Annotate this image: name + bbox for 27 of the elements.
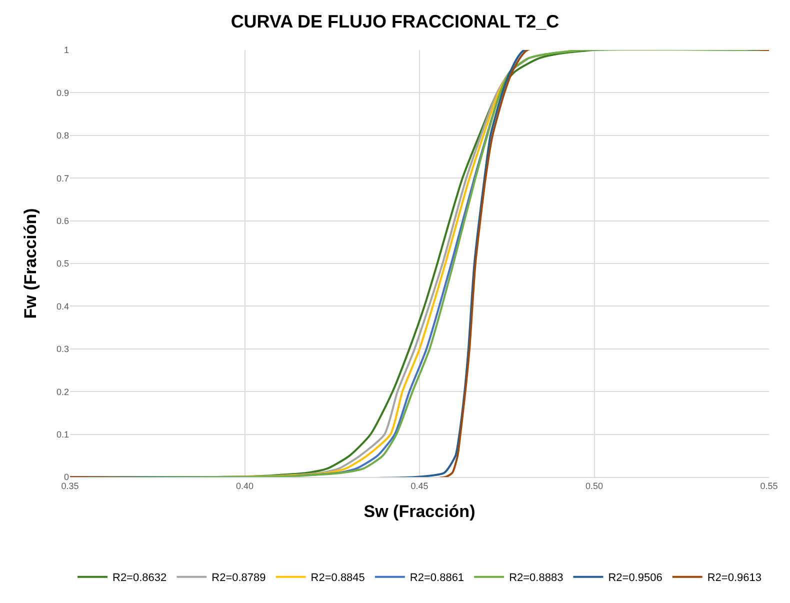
chart-title: CURVA DE FLUJO FRACCIONAL T2_C [230,12,560,32]
y-tick-label: 0.1 [56,429,69,440]
x-axis-title: Sw (Fracción) [364,502,476,522]
y-tick-label: 0.4 [56,301,69,312]
y-tick-label: 0.2 [56,386,69,397]
legend-label: R2=0.8861 [410,572,464,584]
y-tick-label: 1 [64,45,69,56]
y-tick-label: 0.3 [56,344,69,354]
legend-label: R2=0.8883 [509,572,564,584]
line-series [296,58,529,477]
y-tick-label: 0.8 [56,130,69,141]
y-tick-label: 0.6 [56,216,69,226]
x-tick-label: 0.50 [585,480,604,491]
x-tick-label: 0.55 [760,480,778,491]
y-tick-label: 0.9 [56,88,69,98]
x-tick-label: 0.40 [236,480,254,491]
legend-label: R2=0.9613 [707,572,762,584]
legend-label: R2=0.9506 [608,572,662,584]
legend-label: R2=0.8789 [212,572,266,584]
y-tick-label: 0 [64,472,69,482]
legend-label: R2=0.8845 [310,572,365,584]
y-tick-label: 0.7 [56,173,69,184]
x-tick-label: 0.45 [410,480,428,491]
legend-label: R2=0.8632 [112,572,167,584]
y-axis-title: Fw (Fracción) [21,208,40,319]
x-tick-label: 0.35 [61,480,79,491]
y-tick-label: 0.5 [56,258,69,269]
